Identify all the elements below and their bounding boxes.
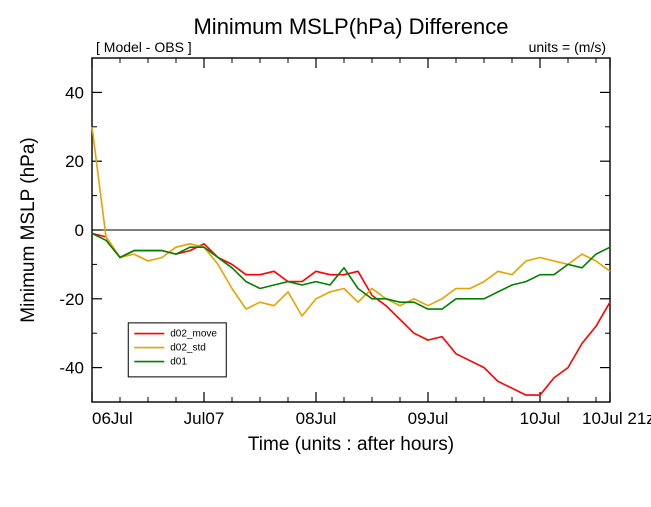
legend-label: d01 <box>170 357 187 368</box>
y-tick-label: -20 <box>59 290 84 309</box>
legend-label: d02_move <box>170 329 217 340</box>
y-tick-label: 20 <box>65 152 84 171</box>
note-left: [ Model - OBS ] <box>96 39 192 55</box>
y-axis-label: Minimum MSLP (hPa) <box>18 137 39 322</box>
x-tick-label: 06Jul <box>92 409 133 428</box>
note-right: units = (m/s) <box>529 39 606 55</box>
chart-svg: Minimum MSLP(hPa) Difference[ Model - OB… <box>0 0 651 507</box>
x-tick-label: 09Jul <box>408 409 449 428</box>
legend-label: d02_std <box>170 343 206 354</box>
y-tick-label: -40 <box>59 359 84 378</box>
chart-title: Minimum MSLP(hPa) Difference <box>193 14 508 39</box>
chart-bg <box>0 0 651 507</box>
x-tick-label: 10Jul <box>520 409 561 428</box>
y-tick-label: 40 <box>65 83 84 102</box>
y-tick-label: 0 <box>75 221 84 240</box>
chart-container: { "chart": { "type": "line", "width": 65… <box>0 0 651 507</box>
x-tick-label: 08Jul <box>296 409 337 428</box>
x-tick-label: Jul07 <box>184 409 225 428</box>
x-axis-label: Time (units : after hours) <box>248 434 454 455</box>
x-tick-label: 10Jul 21z <box>582 409 651 428</box>
